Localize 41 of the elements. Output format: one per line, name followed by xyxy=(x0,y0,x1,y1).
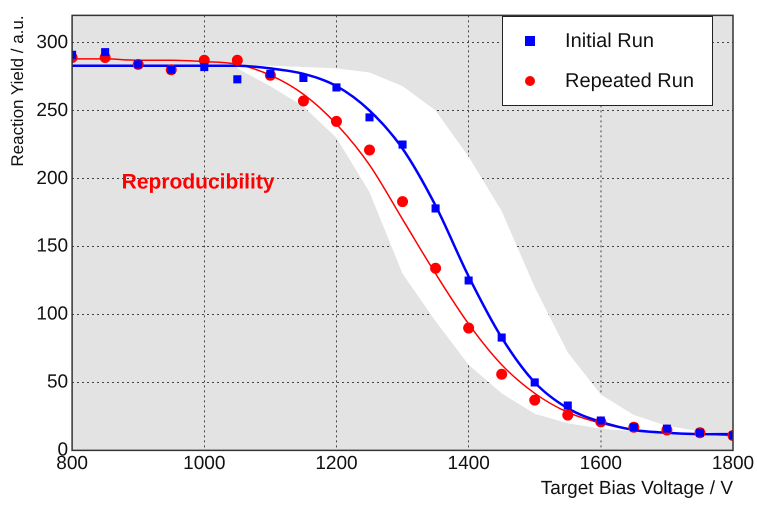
point xyxy=(101,48,110,56)
point xyxy=(233,75,242,84)
point xyxy=(365,113,374,122)
point xyxy=(564,402,572,410)
point xyxy=(496,368,508,380)
x-tick-label: 1800 xyxy=(712,453,754,474)
point xyxy=(364,144,376,156)
y-tick-label: 150 xyxy=(36,236,68,257)
point xyxy=(299,74,308,82)
point xyxy=(200,63,208,72)
x-tick-label: 1200 xyxy=(315,453,358,474)
point xyxy=(332,83,340,92)
point xyxy=(562,410,574,421)
point xyxy=(529,394,540,406)
x-tick-label: 1400 xyxy=(448,453,490,474)
legend-label: Repeated Run xyxy=(565,70,694,92)
point xyxy=(498,334,506,342)
annotation: Reproducibility xyxy=(122,170,275,194)
y-axis-title: Reaction Yield / a.u. xyxy=(8,15,27,167)
point xyxy=(463,322,474,334)
point xyxy=(266,70,274,78)
y-tick-label: 100 xyxy=(36,304,68,325)
y-tick-label: 200 xyxy=(36,168,68,189)
x-tick-label: 1600 xyxy=(580,453,622,474)
point xyxy=(464,276,473,285)
point xyxy=(432,204,440,212)
x-axis-title: Target Bias Voltage / V xyxy=(540,478,734,499)
point xyxy=(530,378,539,386)
point xyxy=(298,96,309,107)
point xyxy=(662,424,671,433)
point xyxy=(397,196,408,208)
legend-label: Initial Run xyxy=(565,30,654,52)
y-tick-label: 300 xyxy=(36,32,68,53)
point xyxy=(232,54,243,66)
point xyxy=(430,262,442,274)
x-tick-label: 1000 xyxy=(183,453,226,474)
point xyxy=(398,140,407,149)
point xyxy=(330,116,342,127)
y-tick-label: 250 xyxy=(36,100,68,121)
point xyxy=(596,416,605,425)
y-tick-label: 50 xyxy=(46,372,68,393)
